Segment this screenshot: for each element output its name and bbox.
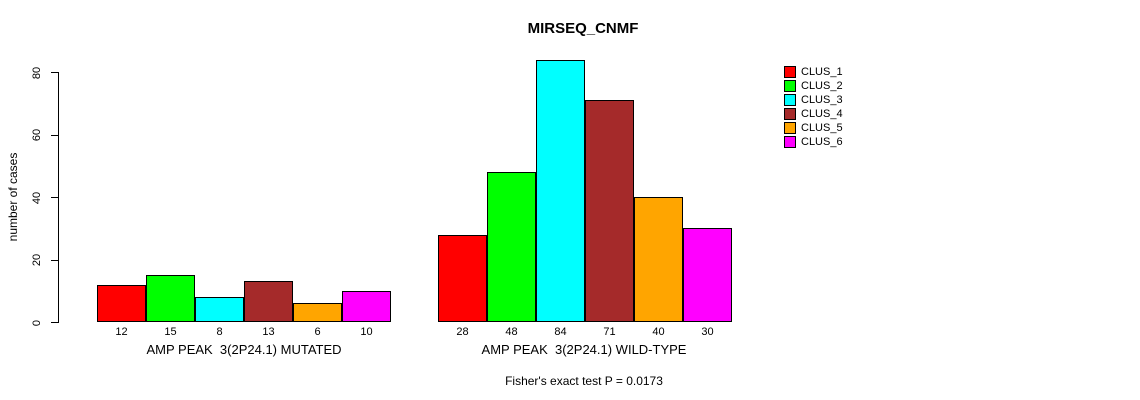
bar-value-label: 48 xyxy=(505,326,518,338)
legend-item-clus_6: CLUS_6 xyxy=(784,135,843,149)
bar-value-label: 10 xyxy=(360,326,373,338)
bar-value-label: 13 xyxy=(262,326,275,338)
y-axis-tick-label: 80 xyxy=(31,66,43,79)
legend-item-clus_5: CLUS_5 xyxy=(784,121,843,135)
bar-value-label: 30 xyxy=(701,326,714,338)
legend-swatch xyxy=(784,108,796,120)
bar-clus_6 xyxy=(683,228,732,322)
legend-swatch xyxy=(784,66,796,78)
legend-label: CLUS_4 xyxy=(801,108,843,120)
y-axis-tick xyxy=(51,134,58,136)
y-axis-tick-label: 0 xyxy=(31,319,43,326)
legend: CLUS_1 CLUS_2 CLUS_3 CLUS_4 CLUS_5 CLUS_6 xyxy=(784,65,843,149)
bar-clus_4 xyxy=(244,281,293,322)
bar-value-label: 15 xyxy=(164,326,177,338)
y-axis-tick-label: 20 xyxy=(31,253,43,267)
bar-value-label: 40 xyxy=(652,326,665,338)
bar-clus_5 xyxy=(293,303,342,322)
legend-item-clus_3: CLUS_3 xyxy=(784,93,843,107)
bar-clus_4 xyxy=(585,100,634,322)
legend-label: CLUS_2 xyxy=(801,80,843,92)
chart-title: MIRSEQ_CNMF xyxy=(527,20,639,37)
legend-swatch xyxy=(784,80,796,92)
bar-value-label: 28 xyxy=(456,326,469,338)
legend-item-clus_4: CLUS_4 xyxy=(784,107,843,121)
bar-value-label: 12 xyxy=(115,326,128,338)
bar-clus_5 xyxy=(634,197,683,322)
legend-item-clus_1: CLUS_1 xyxy=(784,65,843,79)
fisher-test-annotation: Fisher's exact test P = 0.0173 xyxy=(505,374,663,388)
group-label-wildtype: AMP PEAK 3(2P24.1) WILD-TYPE xyxy=(481,342,687,357)
legend-label: CLUS_6 xyxy=(801,136,843,148)
y-axis-tick xyxy=(51,197,58,198)
y-axis-tick xyxy=(51,259,58,261)
y-axis-tick-label: 60 xyxy=(31,128,43,142)
y-axis-line xyxy=(58,72,59,323)
y-axis-tick-label: 40 xyxy=(31,191,43,204)
legend-swatch xyxy=(784,136,796,148)
bar-clus_1 xyxy=(438,234,487,322)
bar-clus_3 xyxy=(195,297,244,322)
bar-clus_2 xyxy=(487,172,536,322)
y-axis-tick xyxy=(51,322,58,323)
legend-label: CLUS_5 xyxy=(801,122,843,134)
y-axis-tick xyxy=(51,72,58,73)
legend-swatch xyxy=(784,122,796,134)
legend-label: CLUS_3 xyxy=(801,94,843,106)
group-label-mutated: AMP PEAK 3(2P24.1) MUTATED xyxy=(146,342,342,357)
bar-clus_6 xyxy=(342,290,391,322)
legend-swatch xyxy=(784,94,796,106)
bar-value-label: 8 xyxy=(216,326,223,338)
y-axis-label: number of cases xyxy=(6,152,20,242)
legend-label: CLUS_1 xyxy=(801,66,843,78)
bar-clus_3 xyxy=(536,59,585,322)
bar-value-label: 84 xyxy=(554,326,567,338)
legend-item-clus_2: CLUS_2 xyxy=(784,79,843,93)
bar-value-label: 71 xyxy=(603,326,616,338)
bar-clus_2 xyxy=(146,275,195,322)
bar-value-label: 6 xyxy=(314,326,321,338)
bar-clus_1 xyxy=(97,284,146,322)
